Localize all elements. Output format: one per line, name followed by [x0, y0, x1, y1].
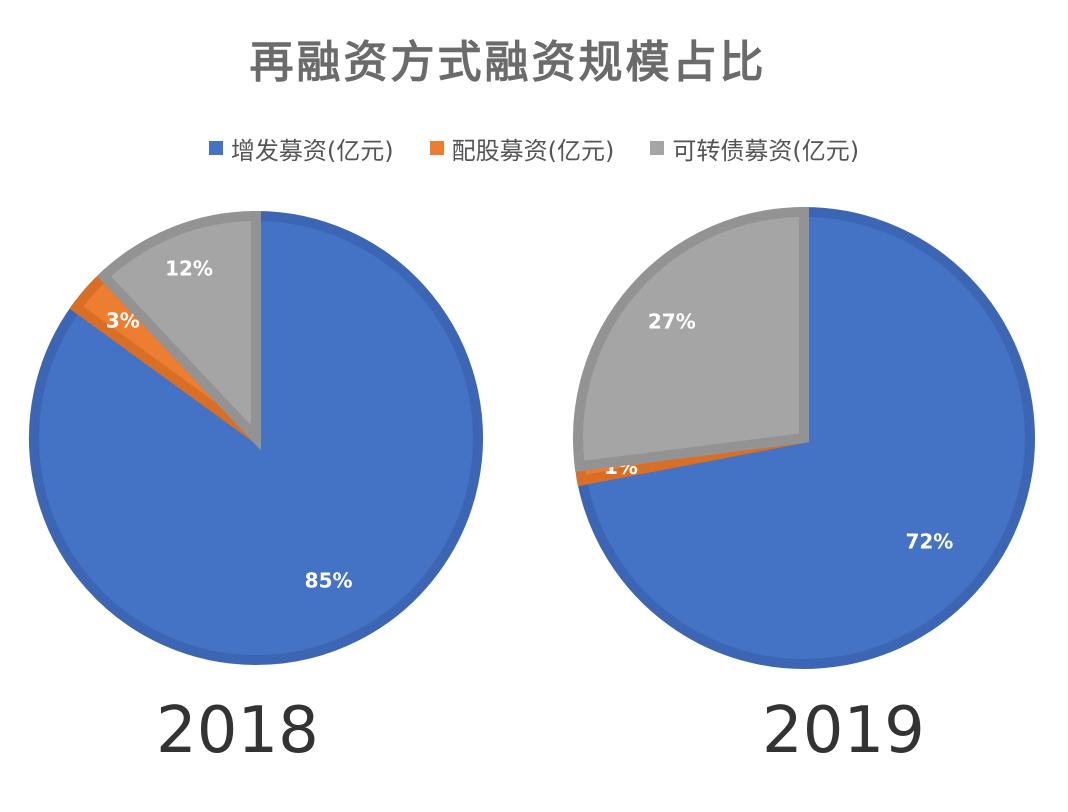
- legend-label-convertible: 可转债募资(亿元): [672, 136, 860, 165]
- legend-swatch-convertible: [650, 141, 665, 155]
- pie-2019-slice-convertible: [573, 206, 809, 472]
- pie-2019-label-convertible: 27%: [648, 309, 696, 333]
- pie-2018-label-seo: 85%: [305, 568, 353, 592]
- pie-2018-label-convertible: 12%: [165, 257, 213, 281]
- year-label-2019: 2019: [762, 694, 925, 768]
- legend-label-rights-issue: 配股募资(亿元): [451, 136, 615, 165]
- pie-2018-slice-convertible: [96, 210, 261, 451]
- legend-item-rights-issue: 配股募资(亿元): [429, 131, 615, 166]
- legend-label-seo: 增发募资(亿元): [230, 136, 394, 165]
- legend-item-convertible: 可转债募资(亿元): [650, 131, 859, 166]
- legend-item-seo: 增发募资(亿元): [208, 131, 394, 166]
- legend-swatch-seo: [208, 141, 223, 155]
- legend: 增发募资(亿元) 配股募资(亿元) 可转债募资(亿元): [0, 128, 1068, 168]
- chart-title: 再融资方式融资规模占比: [249, 37, 767, 88]
- pie-2019-label-seo: 72%: [905, 530, 953, 554]
- year-label-2018: 2018: [156, 694, 319, 768]
- legend-swatch-rights-issue: [429, 141, 444, 155]
